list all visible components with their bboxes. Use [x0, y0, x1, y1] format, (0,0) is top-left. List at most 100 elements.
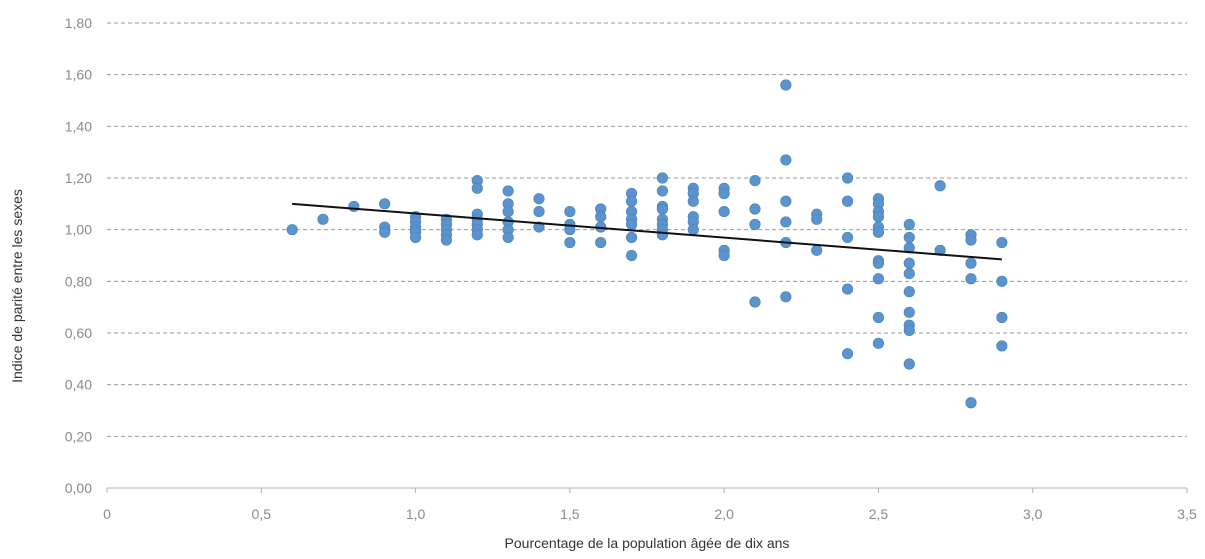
data-point — [903, 324, 915, 337]
data-point — [872, 311, 885, 324]
data-point — [533, 193, 545, 205]
data-point — [965, 397, 977, 409]
x-tick-label: 1,5 — [560, 506, 580, 522]
data-point — [903, 231, 915, 244]
data-point — [749, 296, 761, 308]
x-tick-label: 2,0 — [714, 506, 734, 522]
trendline-group — [292, 202, 1002, 261]
data-point — [903, 267, 915, 280]
data-point — [286, 224, 298, 236]
data-point — [440, 234, 453, 246]
data-point — [564, 224, 576, 236]
y-tick-label: 1,80 — [65, 15, 92, 31]
data-point — [903, 358, 915, 370]
data-point — [934, 180, 946, 192]
data-point — [780, 79, 792, 91]
data-point — [749, 174, 761, 187]
y-tick-label: 0,20 — [65, 428, 92, 444]
y-tick-label: 0,40 — [65, 377, 92, 393]
data-point — [965, 234, 977, 246]
y-tick-labels: 0,00 0,20 0,40 0,60 0,80 1,00 1,20 1,40 1,60 1,80 — [65, 15, 92, 496]
data-point — [687, 195, 699, 207]
data-point — [687, 224, 699, 236]
data-point — [564, 205, 576, 218]
data-point — [348, 200, 360, 213]
data-point — [471, 229, 483, 241]
data-point — [872, 211, 885, 223]
data-point — [656, 185, 669, 197]
data-points — [286, 79, 1008, 409]
x-tick-label: 1,0 — [406, 506, 426, 522]
data-point — [502, 205, 514, 218]
data-point — [379, 226, 391, 238]
data-point — [317, 213, 329, 225]
data-point — [595, 211, 607, 223]
data-point — [841, 283, 854, 295]
data-point — [841, 348, 854, 360]
data-point — [841, 172, 854, 184]
data-point — [749, 203, 761, 215]
data-point — [841, 231, 854, 244]
data-point — [780, 291, 792, 303]
data-point — [625, 195, 638, 207]
data-point — [564, 236, 576, 249]
data-point — [656, 203, 669, 215]
data-point — [996, 236, 1008, 249]
axes — [106, 487, 1188, 493]
data-point — [780, 195, 792, 207]
data-point — [625, 218, 638, 231]
y-axis-title: Indice de parité entre les sexes — [9, 189, 25, 383]
trendline — [292, 202, 1002, 261]
data-point — [533, 221, 545, 233]
x-axis-title: Pourcentage de la population âgée de dix… — [505, 535, 790, 551]
data-point — [409, 231, 422, 244]
data-point — [872, 273, 885, 285]
data-point — [502, 231, 514, 244]
data-point — [872, 337, 885, 349]
data-point — [656, 229, 669, 241]
y-tick-label: 0,60 — [65, 325, 92, 341]
data-point — [903, 257, 915, 269]
data-point — [811, 213, 823, 225]
y-tick-label: 1,00 — [65, 222, 92, 238]
data-point — [656, 172, 669, 184]
x-tick-labels: 0 0,5 1,0 1,5 2,0 2,5 3,0 3,5 — [103, 506, 1197, 522]
data-point — [625, 249, 638, 262]
y-tick-label: 1,20 — [65, 170, 92, 186]
x-tick-label: 0 — [103, 506, 111, 522]
y-tick-label: 0,00 — [65, 480, 92, 496]
data-point — [903, 218, 915, 231]
y-tick-label: 0,80 — [65, 273, 92, 289]
data-point — [811, 244, 823, 256]
data-point — [780, 154, 792, 166]
data-point — [718, 187, 730, 200]
data-point — [996, 275, 1008, 287]
data-point — [471, 182, 483, 194]
data-point — [965, 273, 977, 285]
data-point — [718, 205, 730, 218]
x-tick-label: 3,5 — [1177, 506, 1197, 522]
x-tick-label: 0,5 — [252, 506, 272, 522]
data-point — [965, 257, 977, 269]
x-tick-label: 2,5 — [869, 506, 889, 522]
data-point — [841, 195, 854, 207]
x-tick-label: 3,0 — [1023, 506, 1043, 522]
data-point — [718, 249, 730, 262]
data-point — [996, 311, 1008, 324]
data-point — [379, 198, 391, 210]
data-point — [533, 205, 545, 218]
data-point — [502, 185, 514, 197]
data-point — [595, 236, 607, 249]
y-tick-label: 1,60 — [65, 67, 92, 83]
y-tick-label: 1,40 — [65, 118, 92, 134]
data-point — [872, 257, 885, 269]
data-point — [903, 286, 915, 298]
data-point — [780, 216, 792, 228]
data-point — [872, 226, 885, 238]
data-point — [625, 231, 638, 244]
data-point — [749, 218, 761, 231]
gridlines — [107, 22, 1187, 437]
data-point — [903, 306, 915, 318]
data-point — [996, 340, 1008, 352]
